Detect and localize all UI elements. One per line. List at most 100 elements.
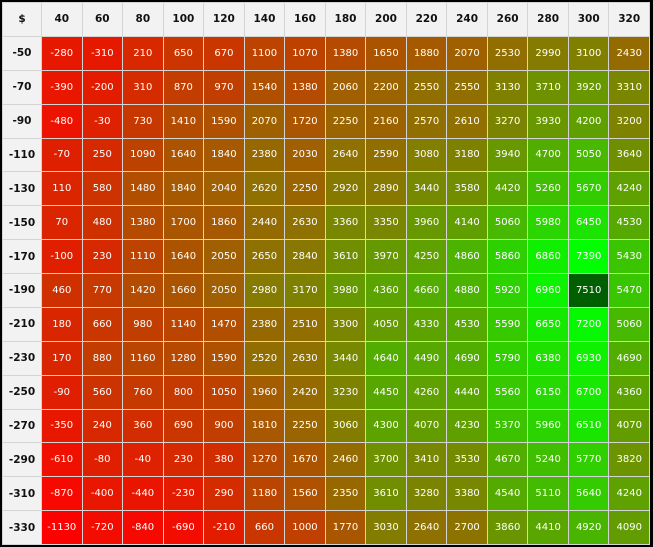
heatmap-cell[interactable]: 2640 — [324, 137, 367, 173]
heatmap-cell[interactable]: 4860 — [446, 239, 488, 274]
heatmap-cell[interactable]: 2550 — [405, 69, 448, 105]
heatmap-cell[interactable]: 5260 — [527, 171, 569, 207]
heatmap-cell[interactable]: 230 — [81, 239, 124, 274]
heatmap-cell[interactable]: -280 — [41, 35, 83, 71]
heatmap-cell[interactable]: 880 — [81, 340, 124, 376]
heatmap-cell[interactable]: 4530 — [608, 205, 650, 241]
heatmap-cell[interactable]: 250 — [81, 137, 124, 173]
heatmap-cell[interactable]: 3030 — [365, 510, 407, 545]
heatmap-cell[interactable]: -870 — [41, 476, 83, 512]
heatmap-cell[interactable]: 5470 — [608, 273, 650, 308]
heatmap-cell[interactable]: 2840 — [284, 239, 326, 274]
heatmap-cell[interactable]: -80 — [81, 442, 124, 478]
heatmap-cell[interactable]: 2650 — [243, 239, 286, 274]
heatmap-cell[interactable]: 2620 — [243, 171, 286, 207]
heatmap-cell[interactable]: 4690 — [446, 340, 488, 376]
heatmap-cell[interactable]: 1100 — [243, 35, 286, 71]
heatmap-cell[interactable]: 2200 — [365, 69, 407, 105]
heatmap-cell[interactable]: 3310 — [608, 69, 650, 105]
heatmap-cell[interactable]: 6930 — [567, 340, 610, 376]
heatmap-cell[interactable]: 3410 — [405, 442, 448, 478]
heatmap-cell[interactable]: 2460 — [324, 442, 367, 478]
heatmap-cell[interactable]: 3700 — [365, 442, 407, 478]
heatmap-cell[interactable]: 2420 — [284, 374, 326, 410]
heatmap-cell[interactable]: 1280 — [162, 340, 205, 376]
heatmap-cell[interactable]: 1810 — [243, 408, 286, 444]
heatmap-cell[interactable]: 4250 — [405, 239, 448, 274]
heatmap-cell[interactable]: 1590 — [203, 103, 245, 139]
heatmap-cell[interactable]: 3180 — [446, 137, 488, 173]
heatmap-cell[interactable]: 3960 — [405, 205, 448, 241]
heatmap-cell[interactable]: 4300 — [365, 408, 407, 444]
heatmap-cell[interactable]: 3580 — [446, 171, 488, 207]
heatmap-cell[interactable]: 1650 — [365, 35, 407, 71]
heatmap-cell[interactable]: 1700 — [162, 205, 205, 241]
heatmap-cell[interactable]: 1840 — [203, 137, 245, 173]
heatmap-cell[interactable]: 1270 — [243, 442, 286, 478]
heatmap-cell[interactable]: 210 — [122, 35, 164, 71]
heatmap-cell[interactable]: 2990 — [527, 35, 569, 71]
heatmap-cell[interactable]: 690 — [162, 408, 205, 444]
heatmap-cell[interactable]: 2520 — [243, 340, 286, 376]
heatmap-cell[interactable]: 110 — [41, 171, 83, 207]
heatmap-cell[interactable]: 1140 — [162, 306, 205, 342]
heatmap-cell[interactable]: 4640 — [365, 340, 407, 376]
heatmap-cell[interactable]: -40 — [122, 442, 164, 478]
heatmap-cell[interactable]: 360 — [122, 408, 164, 444]
heatmap-cell[interactable]: 3610 — [365, 476, 407, 512]
heatmap-cell[interactable]: 3130 — [486, 69, 529, 105]
heatmap-cell[interactable]: 4360 — [608, 374, 650, 410]
heatmap-cell[interactable]: 4070 — [405, 408, 448, 444]
heatmap-cell[interactable]: 5670 — [567, 171, 610, 207]
heatmap-cell[interactable]: 1380 — [284, 69, 326, 105]
heatmap-cell[interactable]: 6380 — [527, 340, 569, 376]
heatmap-cell[interactable]: 5430 — [608, 239, 650, 274]
heatmap-cell[interactable]: 480 — [81, 205, 124, 241]
heatmap-cell[interactable]: 3930 — [527, 103, 569, 139]
heatmap-cell[interactable]: 5790 — [486, 340, 529, 376]
heatmap-cell[interactable]: -100 — [41, 239, 83, 274]
heatmap-cell[interactable]: -70 — [41, 137, 83, 173]
heatmap-cell[interactable]: 3100 — [567, 35, 610, 71]
heatmap-cell[interactable]: -610 — [41, 442, 83, 478]
heatmap-cell[interactable]: 5060 — [486, 205, 529, 241]
heatmap-cell[interactable]: 1720 — [284, 103, 326, 139]
heatmap-cell[interactable]: 660 — [81, 306, 124, 342]
heatmap-cell[interactable]: 1470 — [203, 306, 245, 342]
heatmap-cell[interactable]: 3230 — [324, 374, 367, 410]
heatmap-cell[interactable]: -440 — [122, 476, 164, 512]
heatmap-cell[interactable]: 2250 — [284, 171, 326, 207]
heatmap-cell[interactable]: 1090 — [122, 137, 164, 173]
heatmap-cell[interactable]: 6700 — [567, 374, 610, 410]
heatmap-cell[interactable]: 2630 — [284, 340, 326, 376]
heatmap-cell[interactable]: 2530 — [486, 35, 529, 71]
heatmap-cell[interactable]: 3200 — [608, 103, 650, 139]
heatmap-cell[interactable]: 3300 — [324, 306, 367, 342]
heatmap-cell[interactable]: 1000 — [284, 510, 326, 545]
heatmap-cell[interactable]: 1640 — [162, 137, 205, 173]
heatmap-cell[interactable]: 4410 — [527, 510, 569, 545]
heatmap-cell[interactable]: 2250 — [324, 103, 367, 139]
heatmap-cell[interactable]: 580 — [81, 171, 124, 207]
heatmap-cell[interactable]: 770 — [81, 273, 124, 308]
heatmap-cell[interactable]: 7200 — [567, 306, 610, 342]
heatmap-cell[interactable]: 1180 — [243, 476, 286, 512]
heatmap-cell[interactable]: 3530 — [446, 442, 488, 478]
heatmap-cell[interactable]: -210 — [203, 510, 245, 545]
heatmap-cell[interactable]: 230 — [162, 442, 205, 478]
heatmap-cell[interactable]: 170 — [41, 340, 83, 376]
heatmap-cell[interactable]: 5770 — [567, 442, 610, 478]
heatmap-cell[interactable]: 5640 — [567, 476, 610, 512]
heatmap-cell[interactable]: 2920 — [324, 171, 367, 207]
heatmap-cell[interactable]: 660 — [243, 510, 286, 545]
heatmap-cell[interactable]: 7510 — [567, 273, 610, 308]
heatmap-cell[interactable]: 1380 — [324, 35, 367, 71]
heatmap-cell[interactable]: 7390 — [567, 239, 610, 274]
heatmap-cell[interactable]: 2350 — [324, 476, 367, 512]
heatmap-cell[interactable]: 3380 — [446, 476, 488, 512]
heatmap-cell[interactable]: 4420 — [486, 171, 529, 207]
heatmap-cell[interactable]: 2590 — [365, 137, 407, 173]
heatmap-cell[interactable]: 2250 — [284, 408, 326, 444]
heatmap-cell[interactable]: -480 — [41, 103, 83, 139]
heatmap-cell[interactable]: 2610 — [446, 103, 488, 139]
